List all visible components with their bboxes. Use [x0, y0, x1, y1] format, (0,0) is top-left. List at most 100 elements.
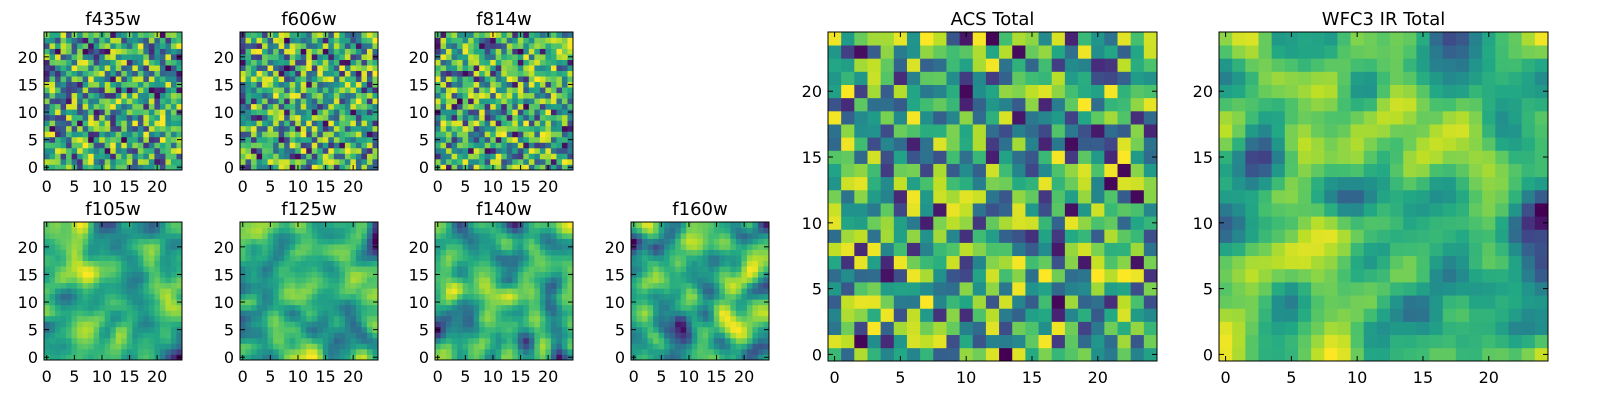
heatmap-cell	[176, 59, 183, 66]
panel-title: f606w	[281, 9, 336, 30]
heatmap-cell	[854, 255, 868, 270]
heatmap-cell	[148, 315, 155, 322]
heatmap-cell	[757, 332, 764, 339]
heatmap-cell	[110, 164, 117, 171]
heatmap-cell	[556, 147, 563, 154]
heatmap-cell	[545, 43, 552, 49]
heatmap-cell	[653, 354, 659, 361]
heatmap-cell	[256, 299, 263, 306]
heatmap-cell	[372, 114, 379, 121]
heatmap-cell	[245, 103, 252, 110]
heatmap-cell	[680, 244, 687, 250]
heatmap-cell	[126, 103, 133, 110]
heatmap-cell	[289, 131, 296, 138]
heatmap-cell	[361, 120, 368, 127]
heatmap-cell	[517, 153, 524, 160]
heatmap-cell	[148, 304, 155, 311]
heatmap-cell	[251, 32, 257, 38]
heatmap-cell	[251, 299, 257, 306]
heatmap-cell	[366, 238, 373, 245]
heatmap-cell	[702, 260, 709, 267]
heatmap-cell	[484, 238, 491, 245]
heatmap-cell	[561, 92, 568, 99]
heatmap-cell	[60, 271, 67, 278]
heatmap-cell	[642, 348, 648, 355]
heatmap-cell	[295, 147, 302, 154]
heatmap-cell	[484, 98, 491, 105]
heatmap-cell	[730, 238, 737, 245]
heatmap-cell	[55, 271, 61, 278]
heatmap-cell	[372, 343, 379, 350]
heatmap-cell	[245, 354, 252, 361]
heatmap-cell	[267, 87, 274, 94]
heatmap-cell	[841, 203, 855, 217]
heatmap-cell	[893, 268, 908, 283]
heatmap-cell	[550, 299, 557, 306]
heatmap-cell	[653, 343, 659, 350]
heatmap-cell	[556, 164, 563, 171]
heatmap-cell	[647, 337, 654, 344]
heatmap-cell	[350, 43, 357, 49]
heatmap-cell	[328, 249, 335, 256]
heatmap-cell	[512, 136, 519, 143]
heatmap-cell	[104, 59, 111, 66]
heatmap-cell	[691, 288, 698, 295]
heatmap-cell	[159, 310, 166, 317]
heatmap-cell	[88, 233, 95, 239]
y-tick-label: 20	[605, 238, 625, 257]
heatmap-cell	[457, 260, 463, 267]
heatmap-cell	[490, 81, 497, 88]
heatmap-cell	[1012, 229, 1026, 243]
heatmap-cell	[473, 142, 480, 149]
heatmap-cell	[306, 92, 313, 99]
heatmap-cell	[60, 43, 67, 49]
heatmap-cell	[697, 304, 704, 311]
heatmap-cell	[148, 59, 155, 66]
heatmap-cell	[121, 277, 128, 284]
heatmap-cell	[251, 337, 257, 344]
heatmap-cell	[669, 293, 676, 300]
heatmap-cell	[1078, 203, 1092, 217]
heatmap-cell	[446, 238, 452, 245]
heatmap-cells	[828, 32, 1158, 362]
heatmap-cell	[636, 260, 643, 267]
heatmap-cell	[556, 255, 563, 261]
heatmap-cell	[165, 32, 172, 38]
heatmap-cell	[170, 125, 177, 132]
heatmap-cell	[126, 315, 133, 322]
heatmap-cell	[631, 249, 637, 256]
heatmap-cell	[245, 87, 252, 94]
heatmap-cell	[148, 136, 155, 143]
heatmap-cell	[702, 321, 709, 328]
heatmap-cell	[642, 315, 648, 322]
heatmap-cell	[446, 304, 452, 311]
heatmap-cell	[1064, 295, 1079, 309]
heatmap-cell	[647, 348, 654, 355]
heatmap-cell	[1091, 242, 1105, 257]
heatmap-cell	[523, 76, 530, 83]
heatmap-cell	[451, 131, 458, 138]
heatmap-cell	[1038, 308, 1053, 322]
heatmap-cell	[490, 227, 497, 234]
heatmap-cell	[71, 249, 78, 256]
heatmap-cell	[746, 315, 753, 322]
heatmap-cell	[366, 348, 373, 355]
heatmap-cell	[93, 293, 100, 300]
heatmap-cell	[137, 337, 144, 344]
heatmap-cell	[946, 216, 960, 230]
heatmap-cell	[273, 304, 279, 311]
heatmap-cell	[77, 37, 83, 44]
heatmap-cell	[545, 109, 552, 116]
heatmap-cell	[462, 332, 469, 339]
heatmap-cell	[372, 260, 379, 267]
heatmap-cell	[534, 348, 541, 355]
heatmap-cell	[479, 147, 486, 154]
heatmap-cell	[251, 153, 257, 160]
heatmap-cell	[567, 158, 574, 165]
heatmap-cell	[372, 43, 379, 49]
heatmap-cell	[906, 229, 921, 243]
heatmap-cell	[746, 227, 753, 234]
heatmap-cell	[534, 76, 541, 83]
heatmap-cell	[71, 158, 78, 165]
heatmap-cell	[71, 244, 78, 250]
